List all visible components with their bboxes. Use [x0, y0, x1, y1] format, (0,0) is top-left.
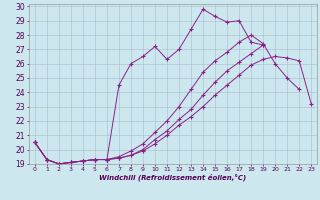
X-axis label: Windchill (Refroidissement éolien,°C): Windchill (Refroidissement éolien,°C)	[100, 174, 247, 181]
